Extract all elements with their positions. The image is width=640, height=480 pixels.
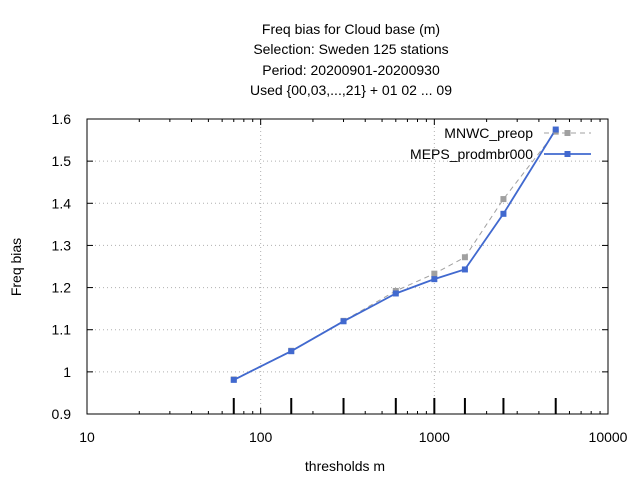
data-point bbox=[461, 266, 468, 273]
title-line-2: Selection: Sweden 125 stations bbox=[253, 41, 448, 57]
data-point bbox=[288, 348, 295, 355]
series-0 bbox=[230, 128, 559, 383]
series-line bbox=[233, 131, 557, 380]
data-point bbox=[500, 196, 507, 203]
data-point bbox=[552, 126, 559, 133]
plot-frame bbox=[86, 118, 609, 415]
x-tick-label: 10 bbox=[79, 429, 95, 445]
series-line bbox=[233, 129, 557, 381]
y-tick-label: 0.9 bbox=[52, 406, 72, 422]
y-tick-label: 1.6 bbox=[52, 111, 72, 127]
y-tick-label: 1.3 bbox=[52, 237, 72, 253]
y-tick-label: 1 bbox=[63, 364, 71, 380]
data-point bbox=[340, 318, 347, 325]
data-point bbox=[431, 276, 438, 283]
data-point bbox=[230, 376, 237, 383]
legend: MNWC_preop MEPS_prodmbr000 bbox=[410, 125, 591, 162]
x-tick-label: 1000 bbox=[419, 429, 450, 445]
y-axis: 0.9 1 1.1 1.2 1.3 1.4 1.5 1.6 bbox=[52, 111, 608, 422]
legend-label: MNWC_preop bbox=[444, 125, 533, 141]
series-group bbox=[230, 126, 559, 383]
grid bbox=[87, 119, 608, 414]
y-tick-label: 1.5 bbox=[52, 153, 72, 169]
y-tick-label: 1.4 bbox=[52, 195, 72, 211]
title-line-3: Period: 20200901-20200930 bbox=[262, 62, 440, 78]
title-line-1: Freq bias for Cloud base (m) bbox=[262, 21, 440, 37]
x-tick-label: 10000 bbox=[589, 429, 628, 445]
data-point bbox=[431, 270, 438, 277]
threshold-marks bbox=[232, 398, 557, 414]
y-tick-label: 1.2 bbox=[52, 280, 72, 296]
data-point bbox=[461, 254, 468, 261]
y-axis-label: Freq bias bbox=[8, 238, 24, 296]
x-axis: 10 100 1000 10000 bbox=[79, 119, 628, 445]
legend-marker bbox=[564, 151, 571, 157]
legend-label: MEPS_prodmbr000 bbox=[410, 146, 533, 162]
series-1 bbox=[230, 126, 559, 383]
data-point bbox=[392, 290, 399, 297]
chart-title: Freq bias for Cloud base (m) Selection: … bbox=[250, 21, 452, 98]
legend-marker bbox=[564, 130, 571, 136]
y-tick-label: 1.1 bbox=[52, 322, 72, 338]
x-axis-label: thresholds m bbox=[305, 458, 385, 474]
data-point bbox=[500, 210, 507, 217]
title-line-4: Used {00,03,...,21} + 01 02 ... 09 bbox=[250, 82, 452, 98]
x-tick-label: 100 bbox=[249, 429, 273, 445]
